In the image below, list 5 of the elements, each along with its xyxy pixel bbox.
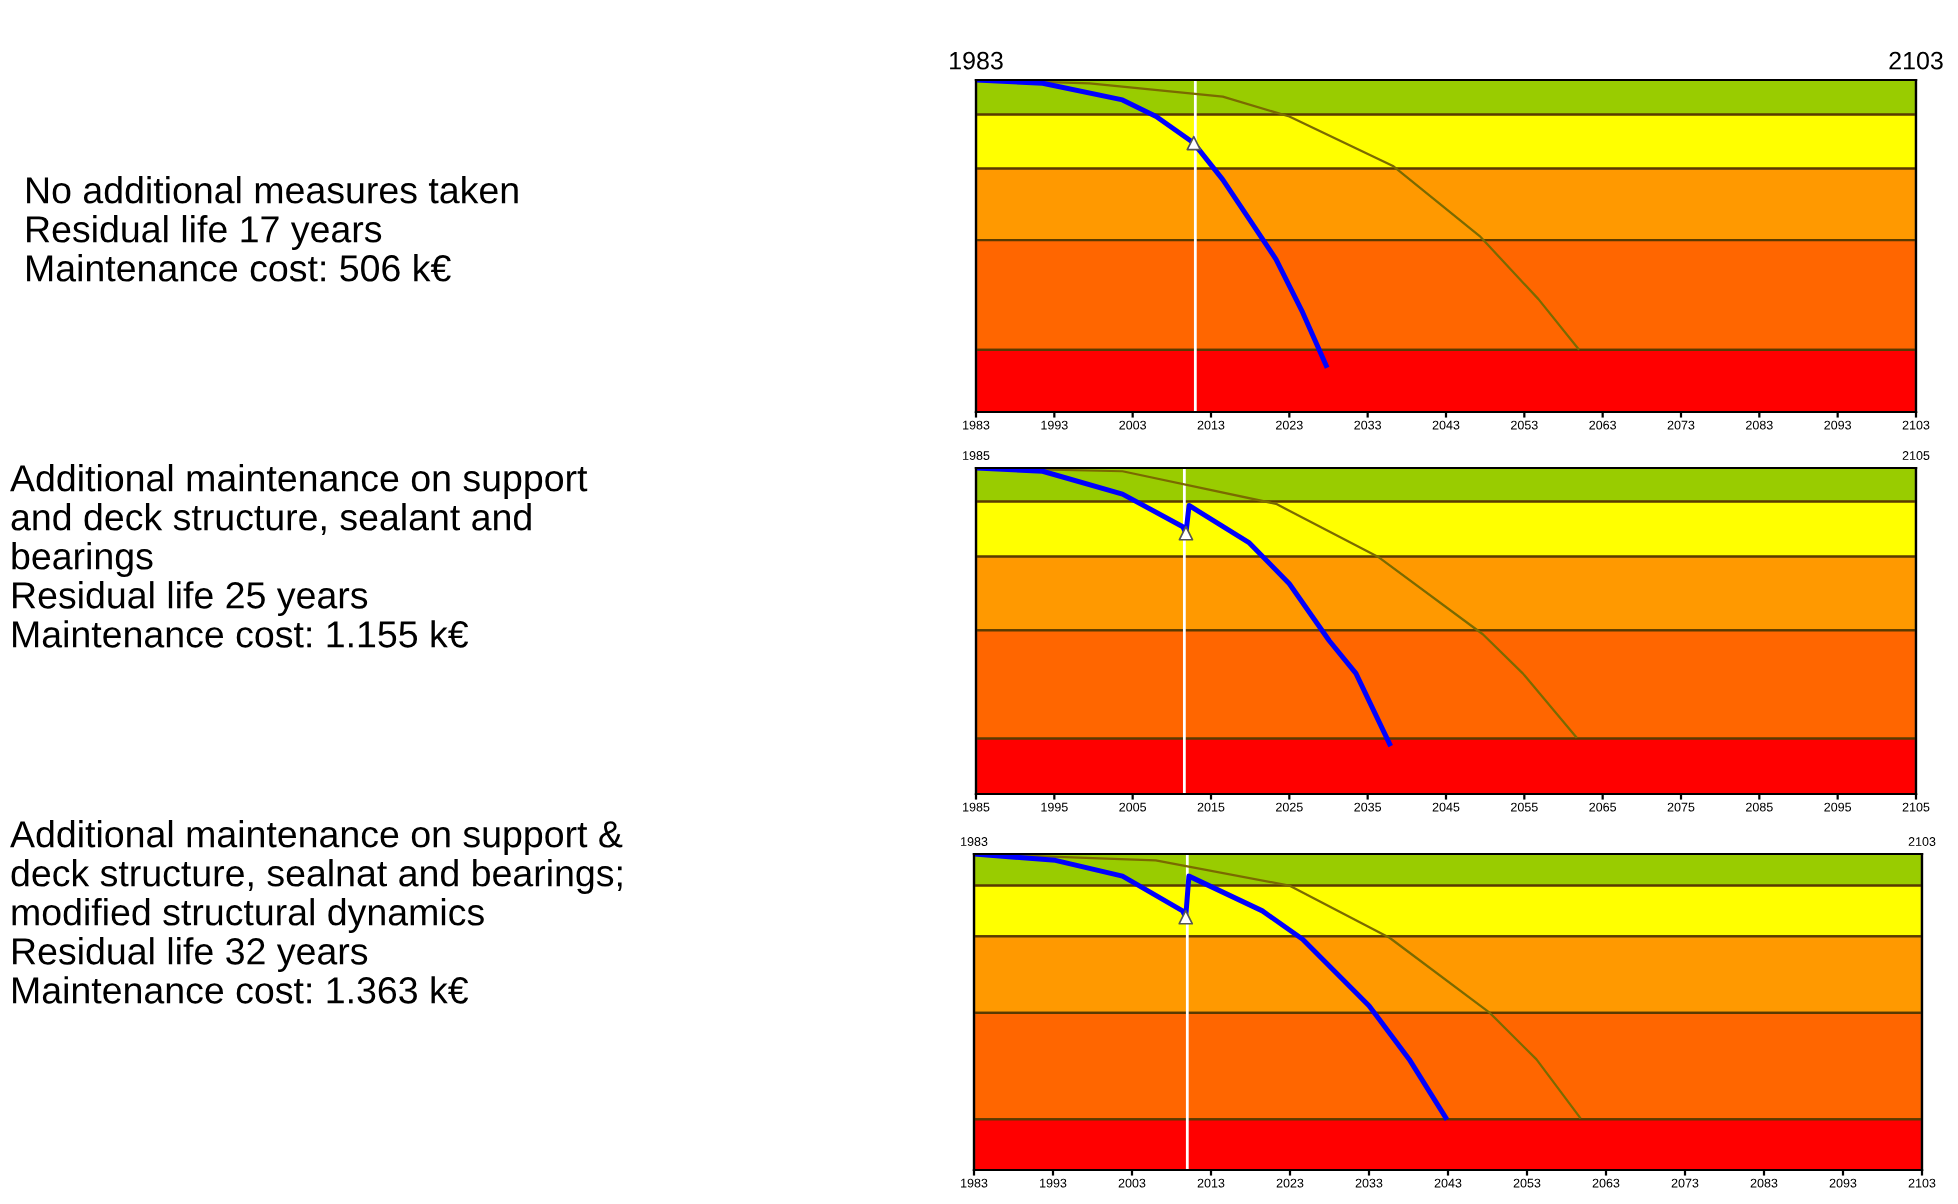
- text: Additional maintenance on support & deck structure, sealnat and bearings; modified structural dynamics Residual life 32 years Maintenance cost: 1.363 k€: [10, 820, 623, 1004]
- text: Additional maintenance on support and deck structure, sealant and bearings Residual life 25 years Maintenance cost: 1.155 k€: [10, 464, 588, 648]
- text: No additional measures taken Residual life 17 years Maintenance cost: 506 k€: [27, 176, 518, 282]
- x2-tick-label: 1983: [950, 51, 1003, 70]
- x2-tick-label: 2103: [1889, 51, 1943, 70]
